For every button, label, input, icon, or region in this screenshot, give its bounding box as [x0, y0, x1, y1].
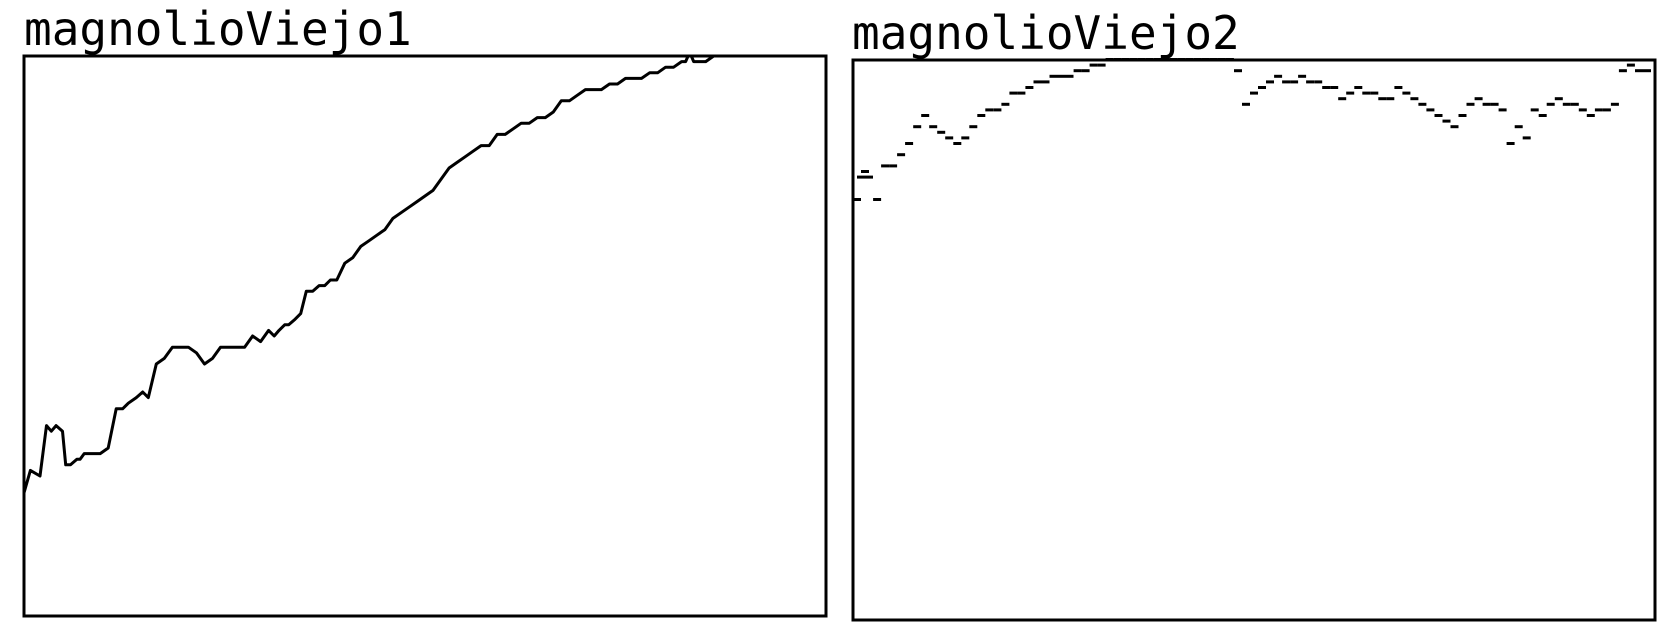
series-line-0 — [22, 54, 826, 494]
panel-2-title: magnolioViejo2 — [852, 6, 1240, 60]
plot-1-marks — [22, 54, 826, 494]
plot-1-frame — [22, 54, 828, 618]
panel-1-title: magnolioViejo1 — [24, 2, 412, 56]
